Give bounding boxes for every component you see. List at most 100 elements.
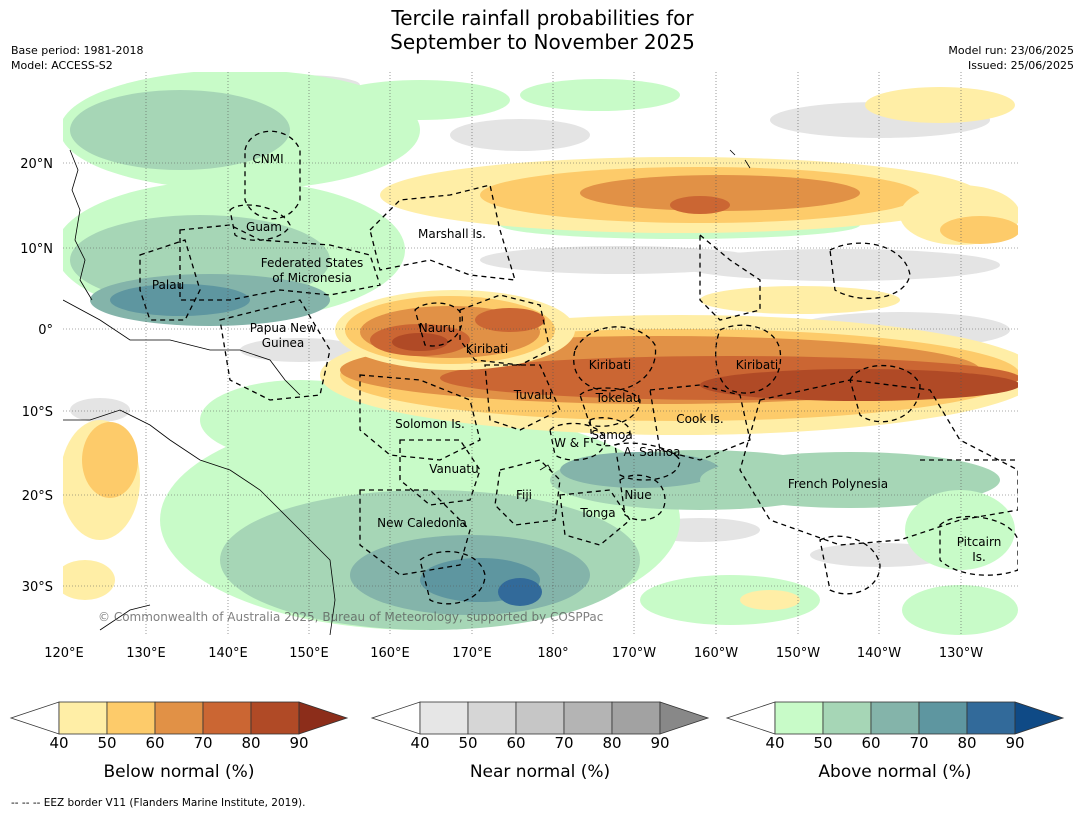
eez-guam [229, 204, 291, 241]
colorbar-segment [154, 701, 204, 735]
eez-line-north [699, 233, 761, 321]
colorbar-tick-label: 70 [909, 734, 928, 752]
label-fsm-2: of Micronesia [272, 271, 352, 285]
colorbar-1: 40 50 60 70 80 90 Below normal (%) [9, 701, 349, 782]
lon-label: 170°E [452, 646, 492, 661]
eez-vanuatu [399, 439, 481, 506]
title-line-1: Tercile rainfall probabilities for [391, 6, 694, 30]
eez-micronesia [179, 224, 381, 301]
colorbar-tick-label: 80 [241, 734, 260, 752]
lon-label: 170°W [612, 646, 656, 661]
eez-cook [649, 384, 751, 461]
label-nauru: Nauru [419, 321, 455, 335]
place-labels: CNMI Guam Marshall Is. Federated States … [152, 152, 1001, 564]
colorbar-segment [250, 701, 300, 735]
colorbar-segment [515, 701, 565, 735]
colorbar-tick-label: 50 [458, 734, 477, 752]
australia-south-coast [99, 604, 151, 631]
label-kiribati-3: Kiribati [736, 358, 778, 372]
colorbar-tick-label: 40 [49, 734, 68, 752]
colorbar-tick-label: 70 [193, 734, 212, 752]
lon-label: 150°E [289, 646, 329, 661]
title-line-2: September to November 2025 [390, 30, 695, 54]
colorbar-low-triangle [725, 701, 776, 735]
colorbar-segment [563, 701, 613, 735]
eez-note: -- -- -- EEZ border V11 (Flanders Marine… [11, 797, 306, 809]
copyright-notice: © Commonwealth of Australia 2025, Bureau… [98, 610, 603, 624]
colorbar-segment [419, 701, 469, 735]
base-info: Base period: 1981-2018 Model: ACCESS-S2 [11, 43, 143, 73]
colorbar-segment [870, 701, 920, 735]
eez-cnmi [244, 130, 301, 220]
australia-coast [63, 409, 336, 635]
label-new-caledonia: New Caledonia [377, 516, 467, 530]
lat-label: 0° [38, 323, 53, 338]
fiji-coast [539, 464, 553, 473]
colorbar-tick-label: 90 [289, 734, 308, 752]
eez-wallis-futuna [549, 422, 606, 461]
lon-label: 160°E [370, 646, 410, 661]
label-pitcairn-1: Pitcairn [957, 535, 1002, 549]
label-kiribati-1: Kiribati [466, 342, 508, 356]
colorbar-segment [918, 701, 968, 735]
label-palau: Palau [152, 278, 184, 292]
below-normal-patches [63, 87, 1018, 610]
eez-marquesas [849, 364, 921, 423]
label-solomon: Solomon Is. [395, 417, 465, 431]
label-french-polynesia: French Polynesia [788, 477, 888, 491]
label-cook: Cook Is. [676, 412, 723, 426]
eez-png [219, 299, 331, 401]
colorbar-high-triangle [659, 701, 710, 735]
eez-fiji [494, 459, 561, 526]
lon-label: 160°W [694, 646, 738, 661]
lon-label: 140°W [857, 646, 901, 661]
colorbar-tick-label: 40 [410, 734, 429, 752]
eez-tokelau [579, 387, 641, 427]
lon-label: 130°E [126, 646, 166, 661]
colorbar-tick-label: 80 [602, 734, 621, 752]
label-vanuatu: Vanuatu [429, 462, 479, 476]
colorbar-segment [611, 701, 661, 735]
colorbar-tick-label: 60 [861, 734, 880, 752]
eez-kermadec-east [819, 535, 881, 595]
model-run: Model run: 23/06/2025 [948, 44, 1074, 57]
label-pitcairn-2: Is. [972, 550, 986, 564]
eez-niue [619, 474, 666, 521]
new-guinea-coast [63, 299, 301, 396]
philippines-coast [69, 149, 93, 301]
issued-date: Issued: 25/06/2025 [967, 59, 1074, 72]
colorbar-title: Above normal (%) [818, 762, 971, 782]
run-info: Model run: 23/06/2025 Issued: 25/06/2025 [948, 43, 1074, 73]
label-american-samoa: A. Samoa [624, 445, 681, 459]
eez-new-caledonia [359, 489, 471, 576]
lat-label: 20°N [20, 157, 53, 172]
colorbar-segment [106, 701, 156, 735]
colorbars: 40 50 60 70 80 90 Below normal (%) 40 50 60 70 80 90… [9, 701, 1065, 782]
colorbar-tick-label: 90 [650, 734, 669, 752]
label-cnmi: CNMI [252, 152, 283, 166]
lon-label: 120°E [44, 646, 84, 661]
label-samoa: Samoa [591, 428, 632, 442]
map-title: Tercile rainfall probabilities for Septe… [0, 6, 1085, 54]
label-png-2: Guinea [262, 336, 305, 350]
colorbar-tick-label: 40 [765, 734, 784, 752]
eez-american-samoa [614, 442, 681, 481]
eez-kiribati-east [829, 242, 911, 300]
label-png-1: Papua New [250, 321, 317, 335]
label-tuvalu: Tuvalu [513, 388, 553, 402]
colorbar-low-triangle [370, 701, 421, 735]
eez-palau [139, 239, 201, 321]
gridlines [63, 72, 1018, 635]
colorbar-tick-label: 80 [957, 734, 976, 752]
colorbar-title: Near normal (%) [470, 762, 610, 782]
hawaii-coast [729, 149, 751, 169]
colorbar-segment [774, 701, 824, 735]
label-fsm-1: Federated States [261, 256, 363, 270]
label-niue: Niue [624, 488, 651, 502]
colorbar-high-triangle [1014, 701, 1065, 735]
colorbar-high-triangle [298, 701, 349, 735]
colorbar-segment [58, 701, 108, 735]
lat-label: 10°N [20, 242, 53, 257]
colorbar-tick-label: 70 [554, 734, 573, 752]
